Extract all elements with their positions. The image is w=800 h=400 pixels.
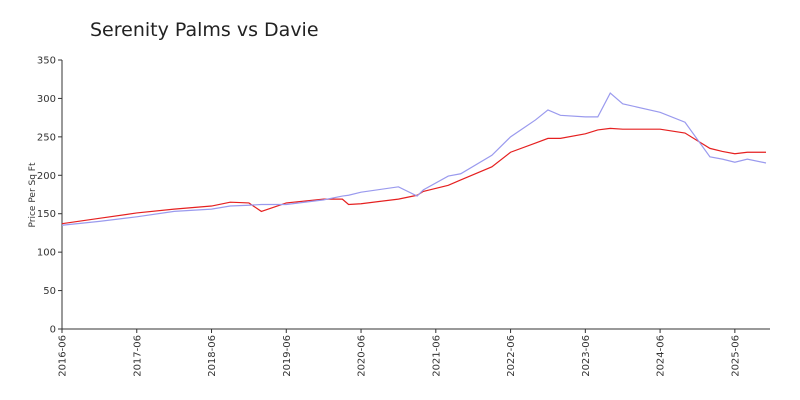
y-tick-label: 150 <box>37 209 56 220</box>
y-tick-label: 350 <box>37 56 56 67</box>
x-tick-label: 2025-06 <box>730 335 741 377</box>
x-tick-label: 2024-06 <box>656 335 667 377</box>
x-tick-label: 2022-06 <box>506 335 517 377</box>
y-tick-label: 50 <box>43 286 56 297</box>
x-tick-label: 2023-06 <box>581 335 592 377</box>
y-tick-label: 200 <box>37 171 56 182</box>
y-tick-label: 100 <box>37 248 56 259</box>
chart-title: Serenity Palms vs Davie <box>90 19 319 41</box>
y-axis-label: Price Per Sq Ft <box>28 162 38 227</box>
x-tick-label: 2021-06 <box>431 335 442 377</box>
x-tick-label: 2019-06 <box>282 335 293 377</box>
x-tick-label: 2018-06 <box>207 335 218 377</box>
x-tick-label: 2020-06 <box>357 335 368 377</box>
x-tick-label: 2016-06 <box>58 335 69 377</box>
y-tick-label: 300 <box>37 94 56 105</box>
x-tick-label: 2017-06 <box>132 335 143 377</box>
y-tick-label: 0 <box>50 325 56 336</box>
series-line <box>61 127 766 225</box>
y-tick-label: 250 <box>37 132 56 143</box>
series-line <box>61 92 767 226</box>
